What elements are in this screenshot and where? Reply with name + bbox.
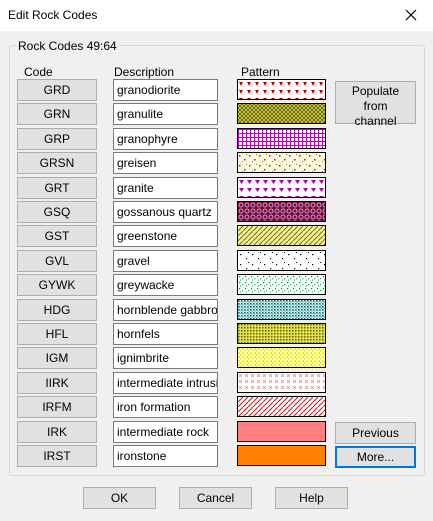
pattern-swatch-iirk[interactable] [237, 372, 326, 393]
pattern-swatch-hdg[interactable] [237, 299, 326, 320]
description-field-irst[interactable]: ironstone [113, 445, 218, 467]
pattern-swatch-grn[interactable] [237, 103, 326, 124]
pattern-swatch-igm[interactable] [237, 347, 326, 368]
pattern-swatch-hfl[interactable] [237, 323, 326, 344]
description-field-irfm[interactable]: iron formation [113, 396, 218, 418]
pattern-swatch-gywk[interactable] [237, 274, 326, 295]
code-button-irfm[interactable]: IRFM [17, 396, 97, 418]
code-button-irst[interactable]: IRST [17, 445, 97, 467]
cancel-button[interactable]: Cancel [179, 487, 252, 509]
pattern-swatch-irst[interactable] [237, 445, 326, 466]
pattern-swatch-grt[interactable] [237, 177, 326, 198]
group-title: Rock Codes 49:64 [16, 39, 119, 53]
previous-button[interactable]: Previous [335, 422, 416, 444]
more-button[interactable]: More... [335, 446, 416, 468]
pattern-swatch-irk[interactable] [237, 421, 326, 442]
description-field-hfl[interactable]: hornfels [113, 323, 218, 345]
close-icon[interactable] [401, 5, 421, 25]
code-button-grp[interactable]: GRP [17, 128, 97, 150]
code-button-igm[interactable]: IGM [17, 347, 97, 369]
pattern-swatch-grsn[interactable] [237, 152, 326, 173]
description-field-gywk[interactable]: greywacke [113, 274, 218, 296]
description-field-igm[interactable]: ignimbrite [113, 347, 218, 369]
pattern-column-header: Pattern [241, 65, 280, 79]
code-button-hfl[interactable]: HFL [17, 323, 97, 345]
code-button-grn[interactable]: GRN [17, 103, 97, 125]
pattern-swatch-grd[interactable] [237, 79, 326, 100]
code-button-iirk[interactable]: IIRK [17, 372, 97, 394]
code-column-header: Code [24, 65, 53, 79]
ok-button[interactable]: OK [83, 487, 156, 509]
pattern-swatch-gsq[interactable] [237, 201, 326, 222]
description-field-iirk[interactable]: intermediate intrusive [113, 372, 218, 394]
code-button-gvl[interactable]: GVL [17, 250, 97, 272]
description-field-grn[interactable]: granulite [113, 103, 218, 125]
title-bar: Edit Rock Codes [0, 0, 433, 31]
description-field-irk[interactable]: intermediate rock [113, 421, 218, 443]
description-field-gst[interactable]: greenstone [113, 225, 218, 247]
description-field-gsq[interactable]: gossanous quartz [113, 201, 218, 223]
description-field-grsn[interactable]: greisen [113, 152, 218, 174]
rock-codes-group [9, 45, 425, 476]
populate-from-channel-button[interactable]: Populate from channel [335, 81, 416, 128]
description-column-header: Description [114, 65, 175, 79]
code-button-grsn[interactable]: GRSN [17, 152, 97, 174]
pattern-swatch-grp[interactable] [237, 128, 326, 149]
pattern-swatch-gvl[interactable] [237, 250, 326, 271]
description-field-grd[interactable]: granodiorite [113, 79, 218, 101]
pattern-swatch-irfm[interactable] [237, 396, 326, 417]
code-button-hdg[interactable]: HDG [17, 299, 97, 321]
code-button-grd[interactable]: GRD [17, 79, 97, 101]
description-field-grp[interactable]: granophyre [113, 128, 218, 150]
help-button[interactable]: Help [275, 487, 348, 509]
description-field-grt[interactable]: granite [113, 177, 218, 199]
description-field-hdg[interactable]: hornblende gabbro [113, 299, 218, 321]
pattern-swatch-gst[interactable] [237, 225, 326, 246]
code-button-gst[interactable]: GST [17, 225, 97, 247]
code-button-irk[interactable]: IRK [17, 421, 97, 443]
code-button-gsq[interactable]: GSQ [17, 201, 97, 223]
window-title: Edit Rock Codes [8, 8, 98, 22]
code-button-grt[interactable]: GRT [17, 177, 97, 199]
code-button-gywk[interactable]: GYWK [17, 274, 97, 296]
description-field-gvl[interactable]: gravel [113, 250, 218, 272]
